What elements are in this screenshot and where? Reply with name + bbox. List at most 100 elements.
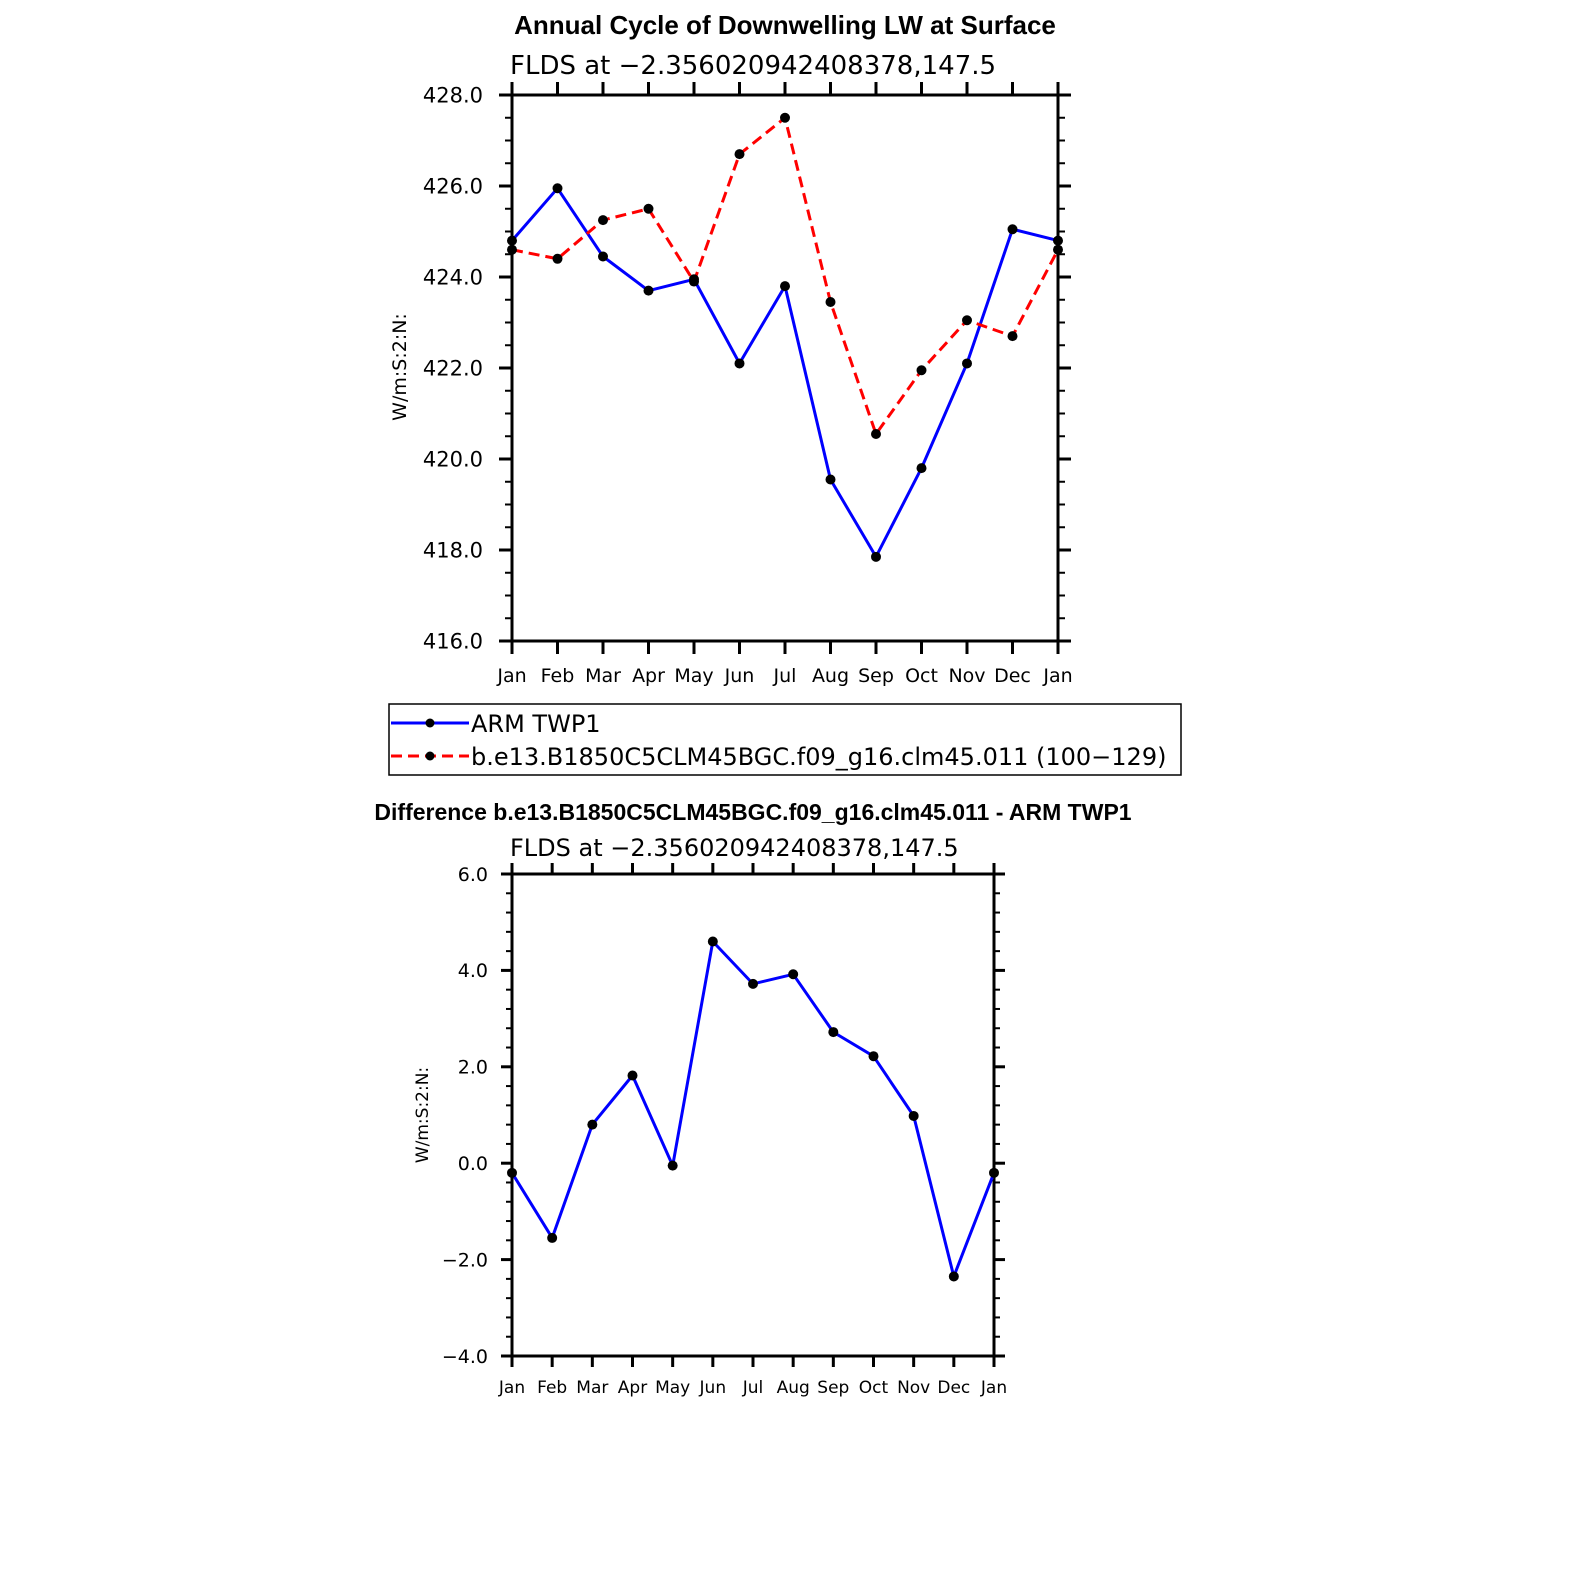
x-tick-label: Jan [1042, 665, 1072, 687]
y-tick-label: 0.0 [458, 1153, 488, 1175]
data-point-0 [552, 183, 563, 194]
x-tick-label: Feb [541, 665, 575, 687]
chart2-subtitle: FLDS at −2.356020942408378,147.5 [510, 834, 959, 862]
x-tick-label: Jul [742, 1378, 764, 1398]
y-tick-label: 2.0 [458, 1057, 488, 1079]
x-tick-label: Sep [817, 1378, 849, 1398]
data-point-0 [507, 235, 517, 246]
x-tick-label: Feb [537, 1378, 567, 1398]
data-point-0 [916, 463, 927, 474]
data-point-1 [871, 428, 881, 439]
data-point-0 [627, 1070, 638, 1081]
chart2-axes: Jan Feb Mar Apr May Jun Jul Aug Sep Oct Nov Dec Jan−… [442, 863, 1007, 1398]
chart1-axes: Jan Feb Mar Apr May Jun Jul Aug Sep Oct Nov Dec Jan 4… [423, 82, 1073, 687]
difference-chart: Difference b.e13.B1850C5CLM45BGC.f09_g16… [374, 799, 1131, 1398]
data-point-1 [507, 244, 517, 255]
data-point-0 [547, 1232, 558, 1243]
data-point-1 [1053, 244, 1063, 255]
data-point-0 [587, 1119, 598, 1130]
x-tick-label: May [674, 665, 713, 687]
data-point-0 [948, 1271, 959, 1282]
data-point-0 [598, 251, 608, 262]
x-tick-label: Dec [937, 1378, 970, 1398]
data-point-0 [825, 474, 836, 485]
x-tick-label: Jun [724, 665, 755, 687]
chart1-title: Annual Cycle of Downwelling LW at Surfac… [514, 10, 1056, 40]
y-tick-label: 416.0 [423, 630, 483, 654]
y-tick-label: 428.0 [423, 84, 483, 108]
y-tick-label: 4.0 [458, 960, 488, 982]
data-point-1 [689, 276, 699, 287]
legend: ARM TWP1 b.e13.B1850C5CLM45BGC.f09_g16.c… [388, 703, 1182, 776]
x-tick-label: Jan [496, 665, 526, 687]
data-point-0 [643, 285, 654, 296]
y-tick-label: 6.0 [458, 864, 488, 886]
data-point-0 [908, 1110, 919, 1121]
data-point-0 [871, 551, 881, 562]
x-tick-label: Sep [858, 665, 894, 687]
data-point-0 [788, 969, 799, 980]
y-tick-label: 422.0 [423, 357, 483, 381]
x-tick-label: Jun [699, 1378, 727, 1398]
annual-cycle-chart: Annual Cycle of Downwelling LW at Surfac… [389, 10, 1073, 687]
x-tick-label: Nov [948, 665, 985, 687]
data-point-1 [780, 112, 790, 123]
series-line-0 [510, 940, 996, 1278]
y-tick-label: 420.0 [423, 448, 483, 472]
x-tick-label: Apr [632, 665, 665, 687]
data-point-0 [1007, 224, 1018, 235]
y-tick-label: −4.0 [442, 1346, 488, 1368]
data-point-0 [507, 1167, 517, 1178]
data-point-1 [643, 203, 654, 214]
x-tick-label: Jul [773, 665, 797, 687]
data-point-1 [598, 215, 608, 226]
x-tick-label: Jan [498, 1378, 525, 1398]
data-point-0 [1053, 235, 1063, 246]
legend-box [388, 703, 1182, 776]
data-point-0 [707, 936, 718, 947]
chart1-y-axis-label: W/m:S:2:N: [389, 313, 411, 421]
chart1-subtitle: FLDS at −2.356020942408378,147.5 [510, 51, 996, 81]
legend-label-model: b.e13.B1850C5CLM45BGC.f09_g16.clm45.011 … [471, 743, 1166, 771]
data-point-0 [748, 978, 758, 989]
data-point-1 [1007, 331, 1018, 342]
data-point-0 [667, 1160, 678, 1171]
y-tick-label: −2.0 [442, 1249, 488, 1271]
y-tick-label: 424.0 [423, 266, 483, 290]
legend-marker-model [425, 751, 435, 761]
series-line-0 [510, 186, 1059, 559]
data-point-0 [962, 358, 972, 369]
x-tick-label: Oct [905, 665, 938, 687]
data-point-1 [734, 149, 745, 160]
data-point-1 [552, 253, 563, 264]
chart2-title: Difference b.e13.B1850C5CLM45BGC.f09_g16… [374, 799, 1131, 825]
legend-label-arm: ARM TWP1 [471, 710, 601, 738]
y-tick-label: 426.0 [423, 175, 483, 199]
chart2-series [507, 936, 999, 1282]
x-tick-label: May [655, 1378, 690, 1398]
x-tick-label: Jan [980, 1378, 1007, 1398]
data-point-1 [825, 297, 836, 308]
x-tick-label: Aug [812, 665, 849, 687]
x-tick-label: Dec [994, 665, 1031, 687]
x-tick-label: Nov [897, 1378, 930, 1398]
data-point-1 [962, 315, 972, 326]
x-tick-label: Aug [777, 1378, 810, 1398]
x-tick-label: Apr [618, 1378, 647, 1398]
data-point-0 [868, 1051, 879, 1062]
x-tick-label: Mar [585, 665, 621, 687]
data-point-0 [734, 358, 745, 369]
legend-marker-arm [425, 718, 435, 728]
data-point-1 [916, 365, 927, 376]
data-point-0 [828, 1027, 839, 1038]
x-tick-label: Oct [859, 1378, 889, 1398]
data-point-0 [989, 1167, 999, 1178]
chart1-series [507, 112, 1063, 562]
series-line-1 [511, 116, 1060, 436]
chart2-y-axis-label: W/m:S:2:N: [413, 1067, 433, 1163]
data-point-0 [780, 281, 790, 292]
chart2-plot-frame [510, 872, 996, 1358]
y-tick-label: 418.0 [423, 539, 483, 563]
chart1-plot-frame [510, 93, 1060, 643]
x-tick-label: Mar [576, 1378, 608, 1398]
